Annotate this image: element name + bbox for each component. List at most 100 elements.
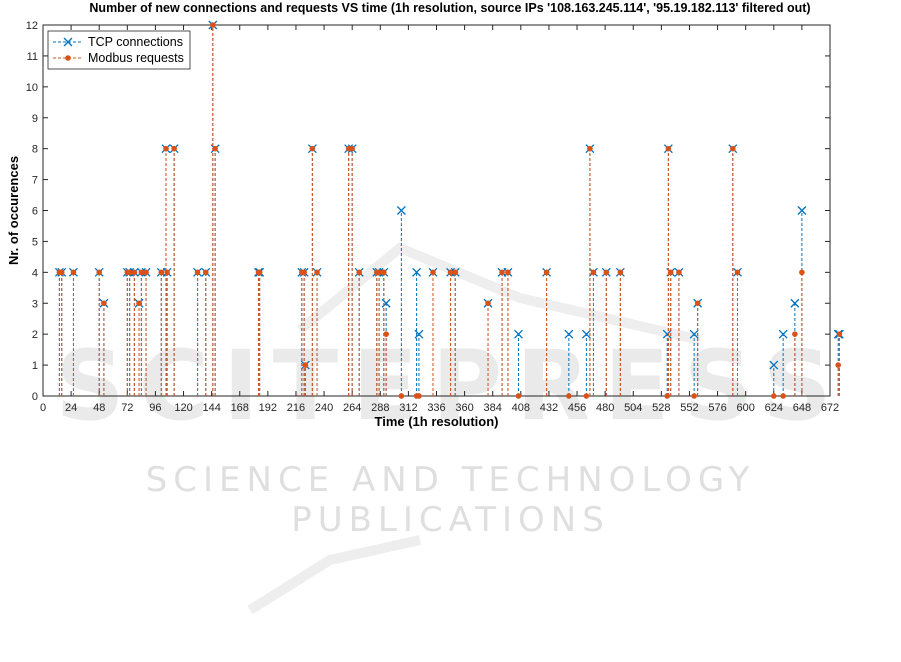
data-point-dot-marker <box>314 269 320 276</box>
legend-entry-label: TCP connections <box>88 35 183 49</box>
x-tick-label: 240 <box>315 402 333 414</box>
x-tick-label: 624 <box>765 402 783 414</box>
data-point-dot-marker <box>210 22 216 28</box>
x-tick-label: 48 <box>93 402 105 414</box>
data-point-dot-marker <box>587 145 593 152</box>
data-point-dot-marker <box>126 269 133 276</box>
x-tick-label: 576 <box>708 402 726 414</box>
x-tick-label: 552 <box>680 402 698 414</box>
y-tick-label: 3 <box>32 298 38 310</box>
x-tick-label: 480 <box>596 402 614 414</box>
y-tick-label: 9 <box>32 113 38 125</box>
data-point-dot-marker <box>836 331 843 337</box>
legend-x-marker <box>63 37 73 47</box>
watermark-logo <box>247 242 702 615</box>
data-point-dot-marker <box>163 145 169 152</box>
data-point-x-marker <box>769 360 779 370</box>
watermark-logo-text: SCITEPRESS <box>55 330 846 442</box>
data-point-dot-marker <box>356 269 363 276</box>
x-tick-label: 504 <box>624 402 642 414</box>
data-point-dot-marker <box>799 269 805 276</box>
data-point-dot-marker <box>302 362 309 368</box>
data-point-dot-marker <box>309 145 316 152</box>
x-tick-label: 96 <box>149 402 161 414</box>
data-point-dot-marker <box>603 269 610 276</box>
x-tick-label: 288 <box>371 402 389 414</box>
data-point-dot-marker <box>171 145 177 152</box>
data-point-x-marker <box>412 267 422 277</box>
data-point-dot-marker <box>515 393 522 399</box>
x-tick-label: 24 <box>65 402 77 414</box>
series-tcp-connections <box>54 20 844 396</box>
data-point-dot-marker <box>543 269 550 276</box>
y-tick-label: 11 <box>27 51 38 63</box>
x-tick-label: 528 <box>652 402 670 414</box>
x-tick-label: 192 <box>259 402 277 414</box>
data-point-x-marker <box>790 298 800 308</box>
data-point-x-marker <box>414 329 424 339</box>
data-point-x-marker <box>778 329 788 339</box>
data-point-dot-marker <box>376 269 382 276</box>
x-tick-label: 432 <box>540 402 558 414</box>
data-point-dot-marker <box>256 269 263 276</box>
data-point-dot-marker <box>447 269 454 276</box>
data-point-dot-marker <box>138 269 145 276</box>
x-tick-label: 0 <box>40 402 46 414</box>
y-tick-label: 12 <box>26 20 38 32</box>
data-point-dot-marker <box>383 331 389 337</box>
y-tick-label: 6 <box>32 206 38 218</box>
x-tick-label: 408 <box>512 402 530 414</box>
data-point-dot-marker <box>734 269 741 276</box>
data-point-dot-marker <box>212 145 218 152</box>
x-tick-label: 120 <box>174 402 192 414</box>
y-tick-label: 7 <box>32 175 38 187</box>
legend-entry-label: Modbus requests <box>88 51 184 65</box>
data-point-dot-marker <box>770 393 777 399</box>
data-point-dot-marker <box>499 269 505 276</box>
data-point-dot-marker <box>143 269 149 276</box>
x-tick-label: 648 <box>793 402 811 414</box>
data-point-dot-marker <box>792 331 798 337</box>
data-point-dot-marker <box>566 393 572 399</box>
data-point-x-marker <box>689 329 699 339</box>
chart-title: Number of new connections and requests V… <box>89 1 810 15</box>
data-point-dot-marker <box>131 269 138 276</box>
data-point-dot-marker <box>485 300 491 307</box>
data-point-dot-marker <box>583 393 590 399</box>
y-tick-label: 1 <box>32 360 38 372</box>
x-tick-label: 384 <box>484 402 502 414</box>
data-point-dot-marker <box>101 300 107 307</box>
data-point-dot-marker <box>590 269 597 276</box>
x-tick-label: 456 <box>568 402 586 414</box>
data-point-dot-marker <box>780 393 786 399</box>
x-tick-label: 360 <box>455 402 473 414</box>
x-tick-label: 600 <box>736 402 754 414</box>
data-point-dot-marker <box>70 269 77 276</box>
x-axis-label: Time (1h resolution) <box>375 414 499 429</box>
data-point-x-marker <box>564 329 574 339</box>
data-point-dot-marker <box>694 300 701 307</box>
data-point-dot-marker <box>301 269 307 276</box>
data-point-dot-marker <box>691 393 697 399</box>
x-tick-label: 264 <box>343 402 361 414</box>
data-point-dot-marker <box>96 269 103 276</box>
data-point-dot-marker <box>398 393 405 399</box>
data-point-dot-marker <box>452 269 459 276</box>
data-point-dot-marker <box>58 269 65 276</box>
data-point-dot-marker <box>136 300 142 307</box>
watermark-swoosh <box>296 242 702 345</box>
x-tick-label: 216 <box>287 402 305 414</box>
data-point-dot-marker <box>667 269 674 276</box>
x-tick-label: 72 <box>121 402 133 414</box>
data-point-dot-marker <box>505 269 511 276</box>
watermark-swoosh-lower <box>247 535 422 615</box>
data-point-dot-marker <box>202 269 209 276</box>
data-point-dot-marker <box>664 393 671 399</box>
x-tick-label: 336 <box>427 402 445 414</box>
x-tick-label: 144 <box>202 402 220 414</box>
data-point-dot-marker <box>665 145 672 152</box>
y-tick-label: 4 <box>32 267 38 279</box>
data-point-dot-marker <box>158 269 165 276</box>
series-modbus-requests <box>56 22 843 399</box>
